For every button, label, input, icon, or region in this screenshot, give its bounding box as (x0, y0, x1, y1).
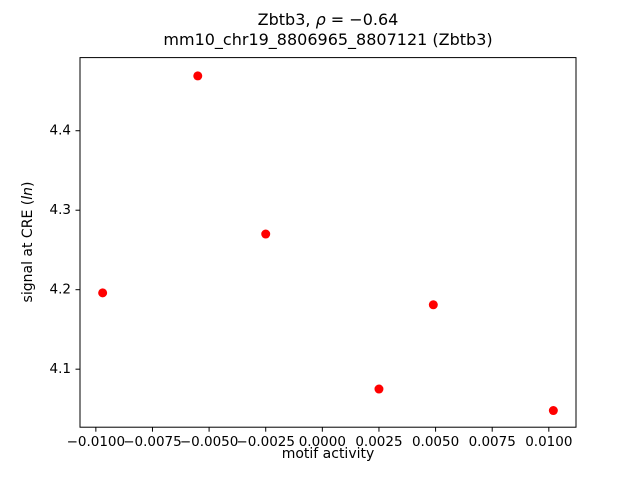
data-point (98, 288, 108, 298)
y-tick-label: 4.1 (50, 361, 71, 377)
chart-title: Zbtb3, ρ = −0.64 mm10_chr19_8806965_8807… (80, 10, 576, 50)
x-tick-label: 0.0050 (412, 434, 459, 450)
chart-subtitle: mm10_chr19_8806965_8807121 (Zbtb3) (163, 30, 493, 49)
y-tick-label: 4.4 (50, 123, 71, 139)
x-tick-label: −0.0075 (123, 434, 182, 450)
chart-title-line1: Zbtb3, ρ = −0.64 (80, 10, 576, 30)
x-tick-label: −0.0025 (236, 434, 295, 450)
x-tick-label: 0.0025 (355, 434, 402, 450)
data-point (261, 229, 271, 239)
x-tick-label: 0.0000 (299, 434, 346, 450)
data-point (374, 384, 384, 394)
title-suffix: = −0.64 (325, 10, 399, 29)
x-tick-label: −0.0050 (180, 434, 239, 450)
x-tick-label: 0.0100 (525, 434, 572, 450)
title-prefix: Zbtb3, (257, 10, 316, 29)
data-point (428, 300, 438, 310)
data-point (193, 71, 203, 81)
x-tick-label: −0.0100 (67, 434, 126, 450)
x-axis-label: motif activity (281, 446, 375, 462)
x-tick-label: 0.0075 (469, 434, 516, 450)
y-tick-label: 4.2 (50, 282, 71, 298)
rho-symbol: ρ (315, 10, 326, 29)
axes-frame (79, 57, 577, 428)
y-tick-label: 4.3 (50, 202, 71, 218)
data-point (548, 406, 558, 416)
